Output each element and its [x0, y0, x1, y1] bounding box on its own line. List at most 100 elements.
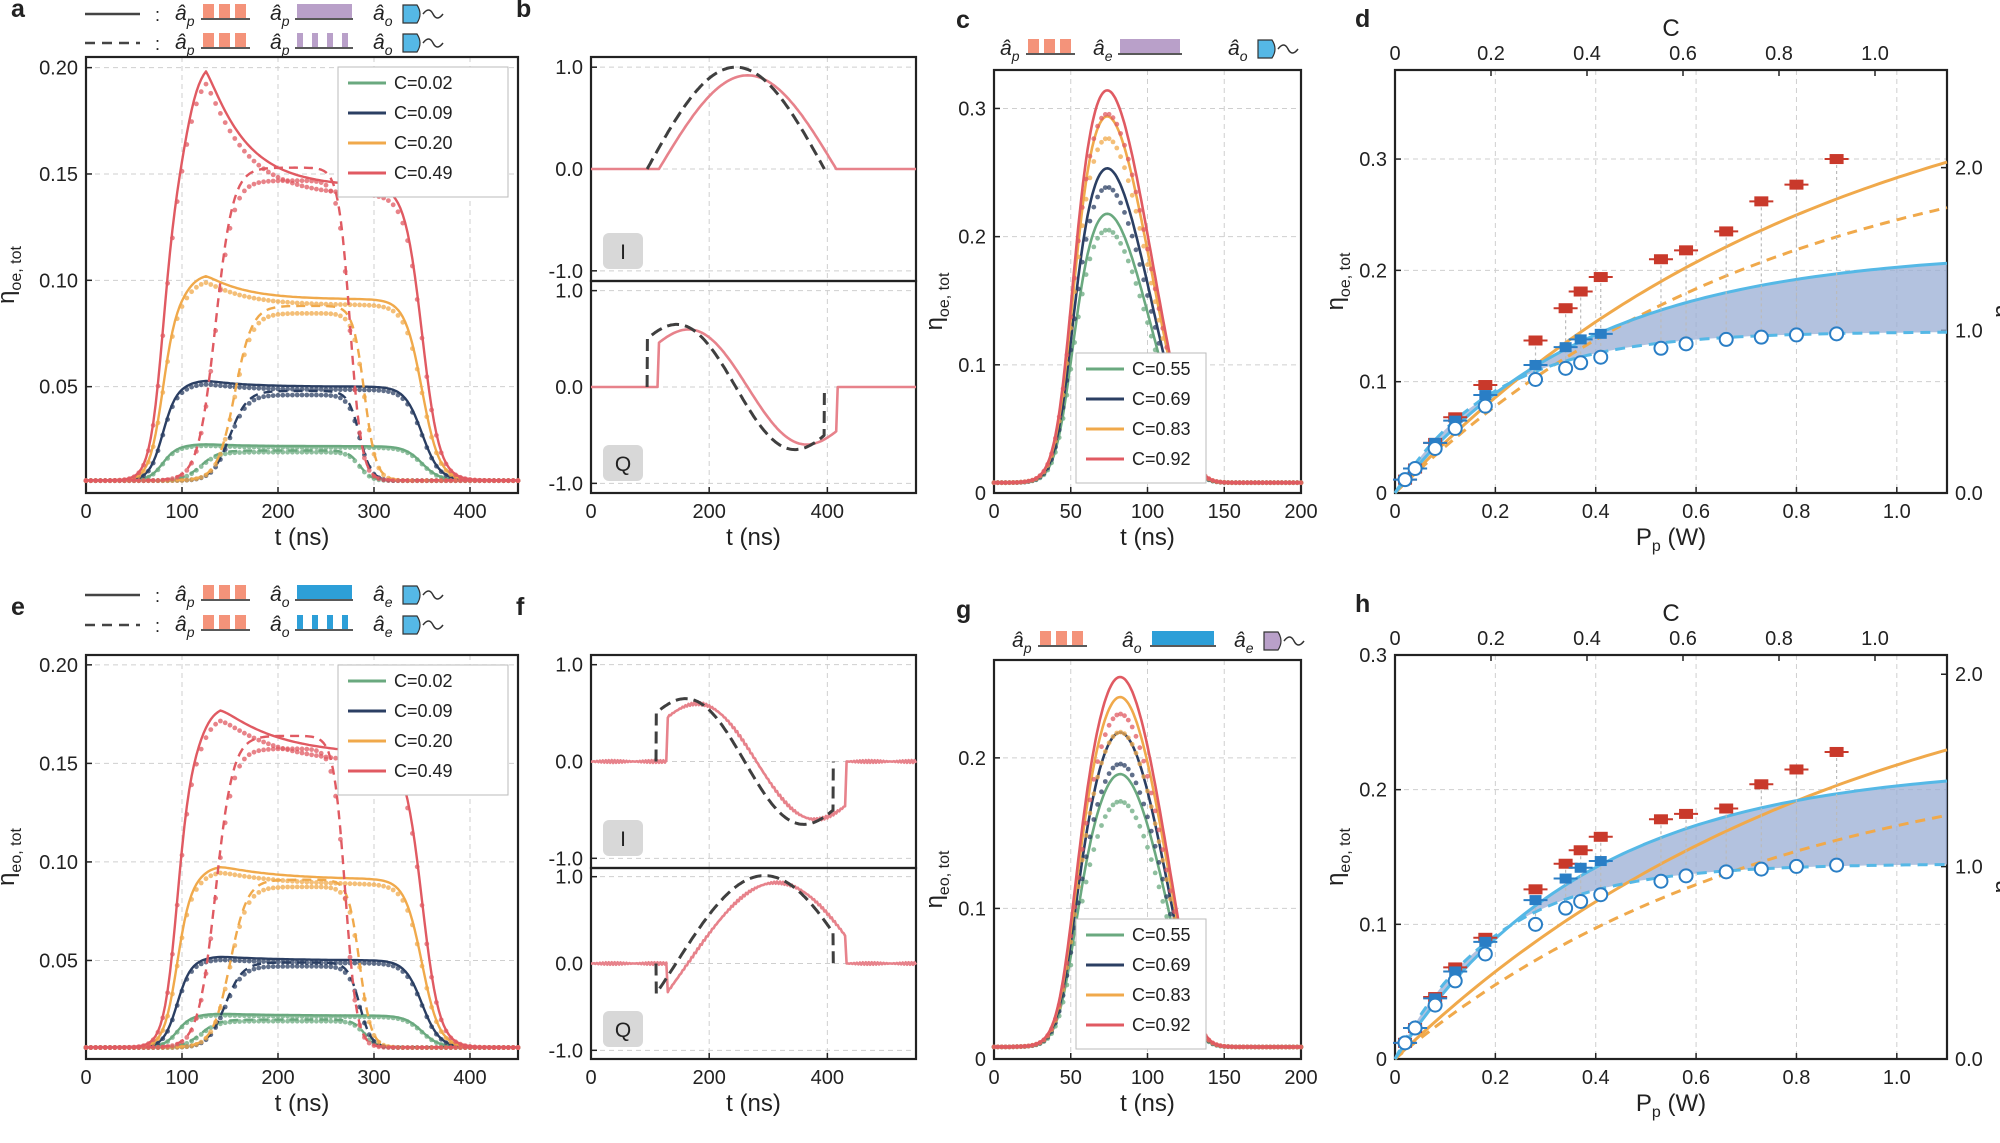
- data-point: [261, 964, 266, 970]
- data-point: [1129, 192, 1135, 198]
- open-circle-point: [1718, 864, 1734, 880]
- data-point: [222, 720, 228, 726]
- data-point: [1110, 802, 1116, 808]
- data-point: [1102, 185, 1108, 191]
- data-point: [213, 284, 219, 289]
- data-point: [184, 295, 190, 301]
- data-point: [1122, 763, 1127, 768]
- data-point: [362, 881, 367, 887]
- data-point: [458, 1045, 463, 1050]
- data-point: [203, 381, 209, 387]
- data-point: [280, 392, 286, 398]
- open-circle-point: [1678, 336, 1694, 352]
- pump-block: [219, 615, 230, 629]
- data-point: [270, 312, 276, 318]
- drive-block: [327, 615, 333, 629]
- data-point: [184, 477, 190, 483]
- data-point: [1106, 227, 1112, 233]
- data-point: [314, 963, 319, 969]
- data-point: [1114, 234, 1120, 240]
- panel-d-axes: 0 0.2 0.4 0.6 0.8 1.0 0 0.1 0.2 0.3 0 0.2 0.4 0.6 0.8 1…: [1322, 5, 2000, 555]
- data-point: [1148, 828, 1154, 834]
- pump-block: [203, 615, 214, 629]
- data-point: [1129, 741, 1135, 747]
- ideal-trace: [645, 65, 826, 170]
- data-point: [304, 963, 310, 969]
- data-point: [246, 752, 252, 758]
- data-point: [218, 451, 223, 457]
- blue-data-point: [1574, 862, 1587, 873]
- data-point: [347, 954, 353, 960]
- data-point: [1114, 762, 1120, 768]
- data-point: [1091, 159, 1097, 164]
- open-circle-point: [1447, 420, 1463, 436]
- open-circle-point: [1653, 873, 1669, 889]
- detector-icon: [1257, 39, 1276, 59]
- data-point: [256, 385, 262, 391]
- data-point: [280, 178, 286, 184]
- y2-axis-label: ηoe, in: [1988, 265, 2000, 318]
- legend-label: C=0.55: [1132, 925, 1191, 945]
- data-point: [1156, 827, 1162, 833]
- y2-axis-label-main: η: [1988, 880, 2000, 893]
- data-point: [246, 874, 252, 880]
- data-point: [184, 468, 190, 473]
- data-point: [1114, 730, 1120, 736]
- y-tick-label: -1.0: [549, 473, 583, 495]
- data-point: [232, 725, 238, 731]
- operator-sub: p: [186, 624, 195, 640]
- data-point: [266, 298, 271, 303]
- data-point: [294, 182, 300, 188]
- data-point: [1129, 172, 1135, 178]
- data-point: [275, 885, 281, 890]
- x-tick-label: 0.8: [1783, 501, 1811, 523]
- data-point: [246, 337, 252, 343]
- data-point: [198, 89, 204, 95]
- y-axis-label-main: η: [921, 895, 948, 908]
- data-point: [314, 392, 319, 398]
- y-tick-label: 0.05: [39, 377, 78, 399]
- data-point: [290, 963, 295, 969]
- x-tick-label: 150: [1208, 1067, 1241, 1089]
- drive-block: [297, 4, 352, 18]
- data-point: [251, 749, 257, 755]
- data-point: [251, 158, 257, 164]
- dashed-trace: [86, 389, 518, 482]
- data-point: [362, 302, 367, 308]
- data-point: [251, 295, 257, 301]
- data-point: [232, 872, 238, 878]
- x-axis-label-main: P: [1636, 524, 1652, 551]
- data-point: [251, 875, 257, 880]
- y-tick-label: 0.3: [1359, 645, 1387, 667]
- data-point: [1122, 142, 1127, 148]
- x-tick-label: 0: [80, 1067, 91, 1089]
- operator-sub: o: [282, 594, 290, 610]
- data-point: [338, 966, 343, 972]
- operator-main: â: [1012, 629, 1024, 652]
- open-circle-point: [1528, 916, 1544, 932]
- y-axis-label-sub: eo, tot: [936, 850, 953, 895]
- data-point: [352, 960, 358, 966]
- x-tick-label: 200: [692, 1067, 725, 1089]
- y-tick-label: 0.1: [958, 898, 986, 920]
- x-tick-label: 0.6: [1682, 501, 1710, 523]
- data-point: [395, 313, 401, 318]
- data-point: [371, 882, 377, 888]
- data-point: [333, 965, 338, 970]
- data-point: [309, 884, 314, 890]
- data-point: [1114, 193, 1120, 198]
- data-point: [362, 960, 367, 966]
- x2-tick-label: 0.2: [1477, 43, 1505, 65]
- data-point: [443, 1045, 449, 1050]
- data-point: [371, 387, 377, 393]
- data-point: [453, 478, 458, 484]
- y-axis-label: ηoe, tot: [0, 246, 25, 304]
- data-point: [1102, 779, 1108, 784]
- data-point: [1110, 230, 1116, 235]
- wave-icon: [422, 590, 444, 600]
- dashed-trace: [86, 166, 518, 482]
- drive-block: [312, 33, 318, 47]
- open-circle-point: [1477, 398, 1493, 414]
- data-point: [1099, 760, 1104, 766]
- data-point: [1145, 773, 1150, 779]
